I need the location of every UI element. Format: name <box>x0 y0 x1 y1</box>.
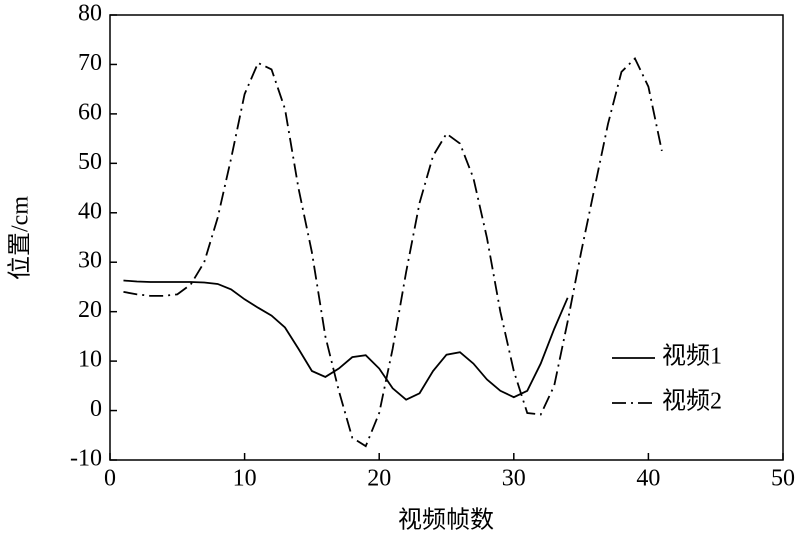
y-tick-label: 50 <box>78 149 102 175</box>
legend-label: 视频2 <box>662 388 722 415</box>
x-tick-label: 50 <box>771 466 795 492</box>
y-tick-label: 60 <box>78 99 102 125</box>
x-tick-label: 10 <box>233 466 257 492</box>
x-axis-label: 视频帧数 <box>398 507 494 534</box>
line-series <box>123 279 569 401</box>
line-series <box>123 56 663 448</box>
y-tick-label: 80 <box>78 1 102 27</box>
x-tick-label: 30 <box>502 466 526 492</box>
y-axis-label: 位置/cm <box>7 196 34 280</box>
legend-label: 视频1 <box>662 343 722 370</box>
y-tick-label: -10 <box>70 446 102 472</box>
y-tick-label: 0 <box>90 396 102 422</box>
plot-frame <box>109 14 784 461</box>
y-tick-label: 20 <box>78 297 102 323</box>
y-tick-label: 70 <box>78 50 102 76</box>
x-tick-label: 40 <box>636 466 660 492</box>
y-tick-label: 10 <box>78 347 102 373</box>
y-tick-label: 40 <box>78 198 102 224</box>
y-tick-label: 30 <box>78 248 102 274</box>
x-tick-label: 0 <box>104 466 116 492</box>
x-tick-label: 20 <box>367 466 391 492</box>
